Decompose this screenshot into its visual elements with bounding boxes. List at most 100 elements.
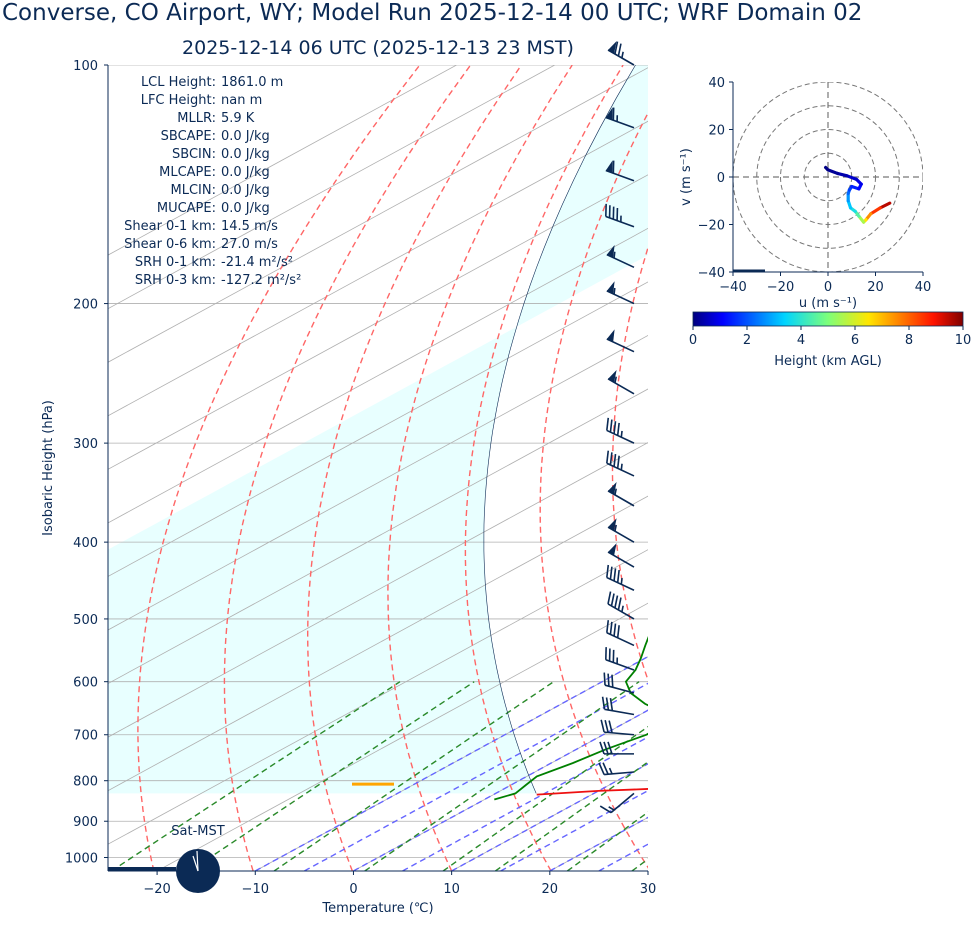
wind-barb (606, 281, 635, 305)
wind-barb (600, 719, 635, 736)
wind-barb (606, 417, 635, 444)
x-tick-label: −10 (242, 882, 269, 897)
colorbar-tick-label: 6 (851, 333, 859, 348)
isotherm-line (108, 388, 648, 685)
dry-adiabat (750, 65, 948, 871)
x-tick-label: 30 (640, 882, 657, 897)
y-tick-label: 200 (73, 298, 98, 313)
wind-barb (606, 564, 635, 591)
index-label: SBCAPE: (161, 129, 216, 144)
hodograph-y-tick-label: −40 (698, 266, 725, 281)
hodograph-ring (756, 105, 900, 249)
index-value: 1861.0 m (221, 75, 283, 90)
dry-adiabat (387, 65, 573, 871)
hodograph-y-tick-label: −20 (698, 219, 725, 234)
colorbar-tick-label: 8 (905, 333, 913, 348)
index-label: MUCAPE: (157, 201, 216, 216)
colorbar-tick-label: 2 (743, 333, 751, 348)
mixing-ratio-line (566, 811, 648, 871)
wind-barb (601, 696, 635, 716)
isotherm-line (108, 281, 648, 577)
sounding-indices: LCL Height: 1861.0 m LFC Height: nan m MLLR:… (124, 75, 301, 288)
sounding-profiles (352, 65, 648, 801)
colorbar (692, 311, 964, 327)
x-tick-label: 0 (349, 882, 357, 897)
dry-adiabat (816, 65, 972, 871)
hodograph-y-tick-label: 0 (717, 171, 725, 186)
isotherm-line (108, 120, 648, 417)
chart-title: Converse, CO Airport, WY; Model Run 2025… (2, 0, 863, 26)
index-value: -21.4 m²/s² (221, 255, 293, 270)
index-label: SRH 0-1 km: (135, 255, 216, 270)
wind-barb (607, 369, 635, 395)
dry-adiabat (464, 65, 624, 871)
y-tick-label: 100 (73, 59, 98, 74)
x-tick-label: 10 (443, 882, 460, 897)
wind-barb (607, 518, 635, 543)
parcel-path (483, 65, 636, 794)
hodograph-x-tick-label: 0 (824, 280, 832, 295)
y-tick-label: 800 (73, 775, 98, 790)
mixing-ratio-line (364, 681, 640, 871)
colorbar-tick-label: 0 (689, 333, 697, 348)
index-label: SBCIN: (172, 147, 216, 162)
dry-adiabat (880, 65, 972, 871)
index-label: SRH 0-3 km: (135, 273, 216, 288)
mixing-ratio-line (494, 761, 648, 871)
index-value: 0.0 J/kg (221, 201, 270, 216)
dry-adiabat (611, 245, 648, 683)
hodograph-x-tick-label: 20 (867, 280, 884, 295)
y-axis-label: Isobaric Height (hPa) (41, 400, 56, 536)
moist-adiabat (402, 736, 648, 871)
wind-barb (606, 620, 635, 647)
index-value: 0.0 J/kg (221, 165, 270, 180)
mixing-ratio-line (631, 858, 648, 871)
mixing-ratio-line (273, 681, 555, 871)
clock-label: Sat-MST (171, 824, 224, 839)
mixing-ratio-line (111, 681, 401, 871)
index-value: 0.0 J/kg (221, 147, 270, 162)
hodograph-segment (869, 206, 882, 216)
wind-barb (607, 481, 635, 507)
wind-barb (599, 792, 635, 814)
wind-barb (599, 741, 634, 755)
mixing-ratio-line (679, 682, 933, 871)
y-tick-label: 300 (73, 437, 98, 452)
y-tick-label: 600 (73, 676, 98, 691)
clock-minute-hand (192, 855, 199, 872)
hodograph-segment (826, 168, 840, 176)
colorbar-label: Height (km AGL) (774, 354, 882, 369)
y-tick-label: 900 (73, 815, 98, 830)
moist-adiabat (500, 789, 648, 871)
wind-barb (603, 672, 635, 694)
wind-barb (606, 450, 635, 477)
mixing-ratio-line (189, 681, 475, 871)
colorbar-tick-label: 4 (797, 333, 805, 348)
index-label: LCL Height: (141, 75, 216, 90)
hodograph-y-tick-label: 20 (708, 124, 725, 139)
isotherm-line (108, 65, 555, 310)
index-value: 5.9 K (221, 111, 255, 126)
hodograph-segment (878, 201, 892, 210)
isotherm-line (108, 442, 648, 738)
dry-adiabat (683, 65, 849, 871)
wind-barbs (598, 41, 635, 814)
moist-adiabat (647, 870, 648, 871)
wind-barb (607, 543, 635, 568)
index-label: MLCIN: (171, 183, 216, 198)
x-tick-label: 20 (542, 882, 559, 897)
isotherm-line (156, 602, 648, 871)
index-label: MLLR: (177, 111, 216, 126)
wind-barb (605, 107, 635, 129)
index-label: Shear 0-6 km: (124, 237, 216, 252)
isotherm-line (647, 870, 648, 871)
wind-barb (607, 41, 635, 66)
dry-adiabat (539, 111, 648, 869)
moist-adiabat (353, 709, 648, 871)
wind-barb (605, 160, 635, 182)
y-tick-label: 400 (73, 536, 98, 551)
wind-barb (605, 203, 635, 228)
wind-barb (606, 329, 635, 353)
